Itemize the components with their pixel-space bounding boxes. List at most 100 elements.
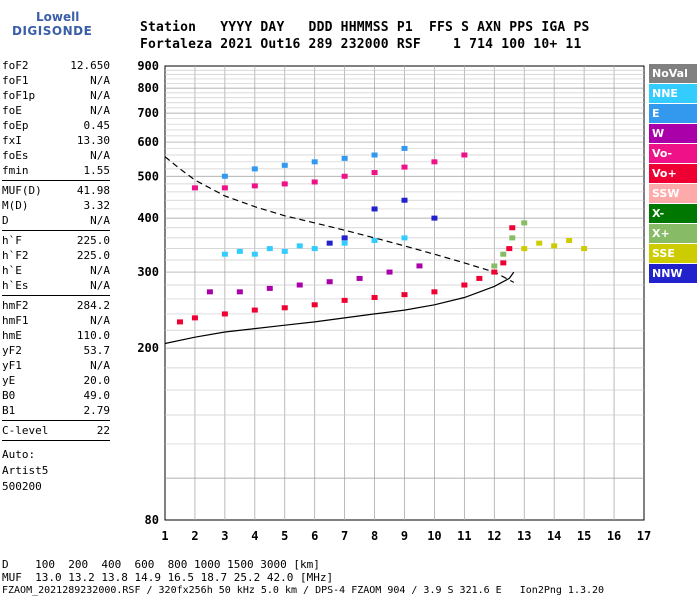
series-7-point [566, 237, 573, 243]
param-row: yE 20.0 [2, 373, 110, 388]
param-value: N/A [90, 89, 110, 102]
x-tick-label: 8 [371, 529, 378, 543]
param-row: hmE 110.0 [2, 328, 110, 343]
series-7-point [551, 243, 558, 249]
param-row: foF1 N/A [2, 73, 110, 88]
series-0-point [401, 292, 408, 298]
x-tick-label: 11 [457, 529, 471, 543]
param-key: B1 [2, 404, 16, 417]
y-tick-label: 300 [137, 265, 159, 279]
param-value: 2.79 [83, 404, 111, 417]
param-row: foE N/A [2, 103, 110, 118]
series-3-point [221, 173, 228, 179]
param-divider [2, 230, 110, 231]
param-key: yF1 [2, 359, 22, 372]
series-1-point [221, 185, 228, 191]
series-1-point [371, 170, 378, 176]
series-0-point [371, 294, 378, 300]
series-5-point [401, 197, 408, 203]
series-6-point [500, 251, 507, 257]
param-value: 41.98 [76, 184, 110, 197]
series-2-point [221, 251, 228, 257]
series-1-point [341, 173, 348, 179]
series-0-point [191, 315, 198, 321]
profile-trace-curve [164, 271, 515, 345]
param-value: N/A [90, 279, 110, 292]
param-row: B1 2.79 [2, 403, 110, 418]
x-tick-label: 5 [281, 529, 288, 543]
series-2-point [401, 235, 408, 241]
param-key: foEp [2, 119, 29, 132]
series-0-point [251, 307, 258, 313]
series-1-point [401, 164, 408, 170]
x-tick-label: 16 [607, 529, 621, 543]
series-0-point [476, 275, 483, 281]
parameter-panel: foF2 12.650 foF1 N/A foF1p N/A foE N/A foEp 0.45 f… [2, 58, 110, 495]
param-key: yF2 [2, 344, 22, 357]
param-value: 3.32 [83, 199, 111, 212]
legend-item: Vo+ [649, 164, 697, 183]
series-0-point [341, 297, 348, 303]
series-6-point [509, 235, 516, 241]
param-key: foF1 [2, 74, 29, 87]
param-key: fmin [2, 164, 29, 177]
logo-lowell: Lowell [36, 10, 80, 24]
param-value: 53.7 [83, 344, 111, 357]
series-1-point [431, 159, 438, 165]
digisonde-logo: Lowell DIGISONDE [6, 6, 92, 46]
param-value: N/A [90, 74, 110, 87]
muf-dashed-curve [164, 156, 515, 283]
series-3-point [341, 155, 348, 161]
param-key: yE [2, 374, 16, 387]
param-key: hmF1 [2, 314, 29, 327]
param-row: foF1p N/A [2, 88, 110, 103]
param-key: h`Es [2, 279, 29, 292]
x-tick-label: 4 [251, 529, 258, 543]
param-value: N/A [90, 214, 110, 227]
series-2-point [236, 248, 243, 254]
series-4-point [416, 263, 423, 269]
series-3-point [251, 166, 258, 172]
param-key: D [2, 214, 9, 227]
header-values: Fortaleza 2021 Out16 289 232000 RSF 1 71… [140, 37, 582, 52]
series-6-point [491, 263, 498, 269]
x-tick-label: 17 [637, 529, 651, 543]
param-row: h`F 225.0 [2, 233, 110, 248]
x-tick-label: 6 [311, 529, 318, 543]
legend-item: NNW [649, 264, 697, 283]
param-row: yF2 53.7 [2, 343, 110, 358]
series-5-point [431, 215, 438, 221]
series-2-point [266, 246, 273, 252]
series-0-point [311, 302, 318, 308]
param-row: D N/A [2, 213, 110, 228]
param-value: 110.0 [76, 329, 110, 342]
series-5-point [371, 206, 378, 212]
x-tick-label: 14 [547, 529, 561, 543]
y-tick-label: 500 [137, 169, 159, 183]
series-4-point [296, 282, 303, 288]
param-row: MUF(D) 41.98 [2, 183, 110, 198]
param-row: M(D) 3.32 [2, 198, 110, 213]
param-key: hmF2 [2, 299, 29, 312]
param-key: fxI [2, 134, 22, 147]
series-1-point [281, 181, 288, 187]
param-row: h`Es N/A [2, 278, 110, 293]
series-5-point [326, 240, 333, 246]
param-value: 22 [96, 424, 110, 437]
param-row: C-level 22 [2, 423, 110, 438]
series-4-point [266, 285, 273, 291]
legend-item: E [649, 104, 697, 123]
series-2-point [251, 251, 258, 257]
y-tick-label: 200 [137, 341, 159, 355]
param-value: 49.0 [83, 389, 111, 402]
param-divider [2, 420, 110, 421]
series-2-point [281, 248, 288, 254]
param-row: fxI 13.30 [2, 133, 110, 148]
legend: NoVal NNE E W Vo- Vo+ SSW X- X+ SSE NNW [649, 64, 697, 284]
series-0-point [281, 305, 288, 311]
series-6-point [521, 220, 528, 226]
autoscaling-info: Auto: Artist5 500200 [2, 447, 110, 495]
series-7-point [521, 246, 528, 252]
series-2-point [341, 240, 348, 246]
